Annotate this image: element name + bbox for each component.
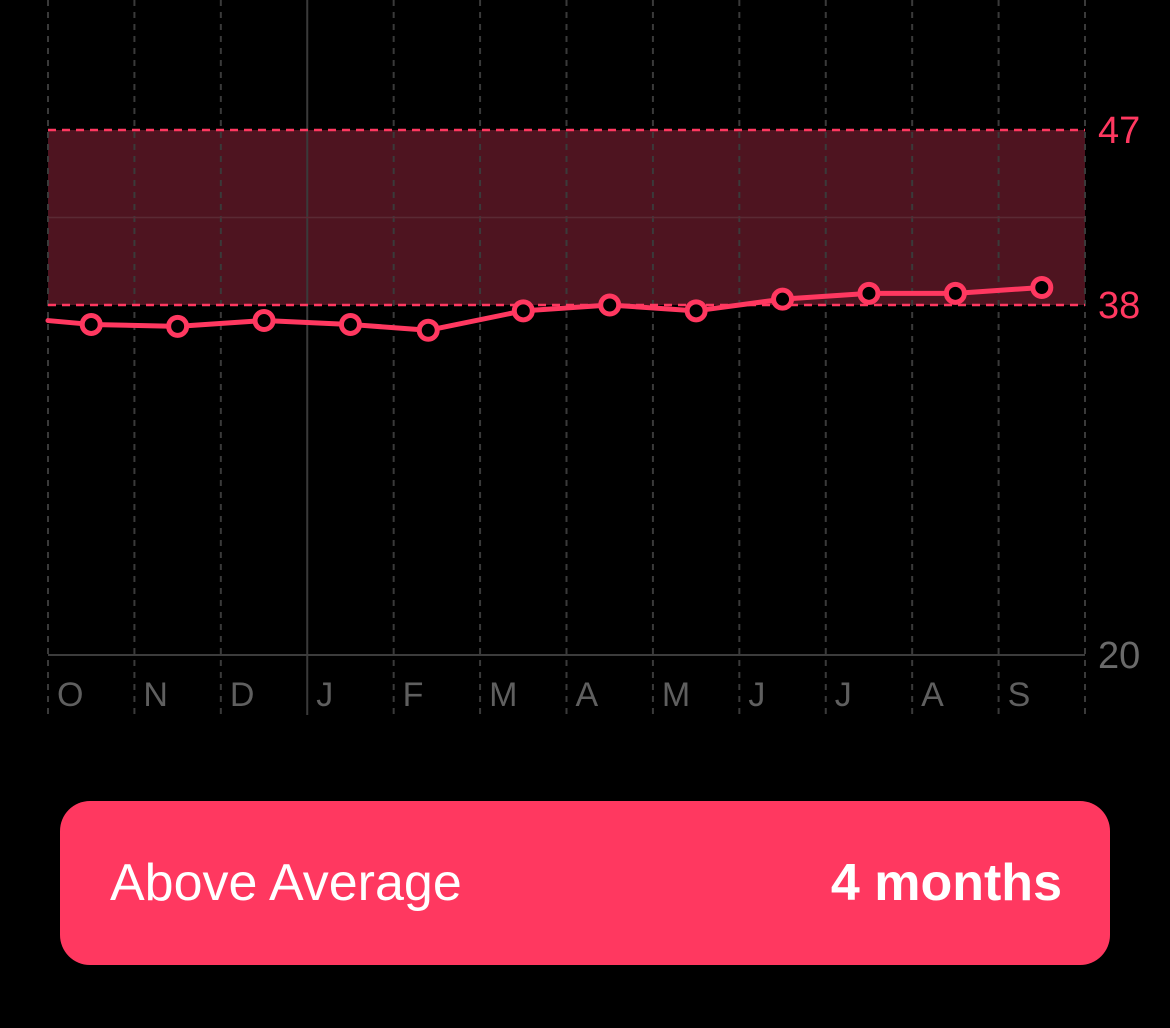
- data-point: [511, 299, 535, 323]
- data-point: [416, 318, 440, 342]
- x-tick-label: F: [403, 676, 424, 714]
- x-tick-label: M: [489, 676, 517, 714]
- x-tick-label: O: [57, 676, 83, 714]
- summary-label: Above Average: [110, 854, 462, 912]
- x-tick-label: J: [748, 676, 765, 714]
- x-tick-label: S: [1008, 676, 1031, 714]
- trend-chart: 47 38 20 O N D J F M A M J J A S: [45, 0, 1140, 715]
- x-tick-label: M: [662, 676, 690, 714]
- data-point: [943, 281, 967, 305]
- data-point: [771, 287, 795, 311]
- data-point: [252, 309, 276, 333]
- y-tick-label: 38: [1098, 285, 1140, 327]
- y-tick-label: 47: [1098, 110, 1140, 152]
- data-point: [1030, 276, 1054, 299]
- x-tick-label: J: [316, 676, 333, 714]
- data-point: [598, 293, 622, 317]
- data-point: [684, 299, 708, 323]
- data-point: [166, 314, 190, 338]
- above-average-summary-card[interactable]: Above Average 4 months: [60, 801, 1110, 965]
- summary-value: 4 months: [830, 854, 1062, 912]
- y-tick-label: 20: [1098, 635, 1140, 677]
- data-point: [857, 281, 881, 305]
- x-tick-label: J: [835, 676, 852, 714]
- data-point: [79, 312, 103, 336]
- x-tick-label: A: [576, 676, 599, 714]
- x-tick-label: N: [143, 676, 168, 714]
- data-point: [338, 312, 362, 336]
- x-tick-label: D: [230, 676, 255, 714]
- x-tick-label: A: [921, 676, 944, 714]
